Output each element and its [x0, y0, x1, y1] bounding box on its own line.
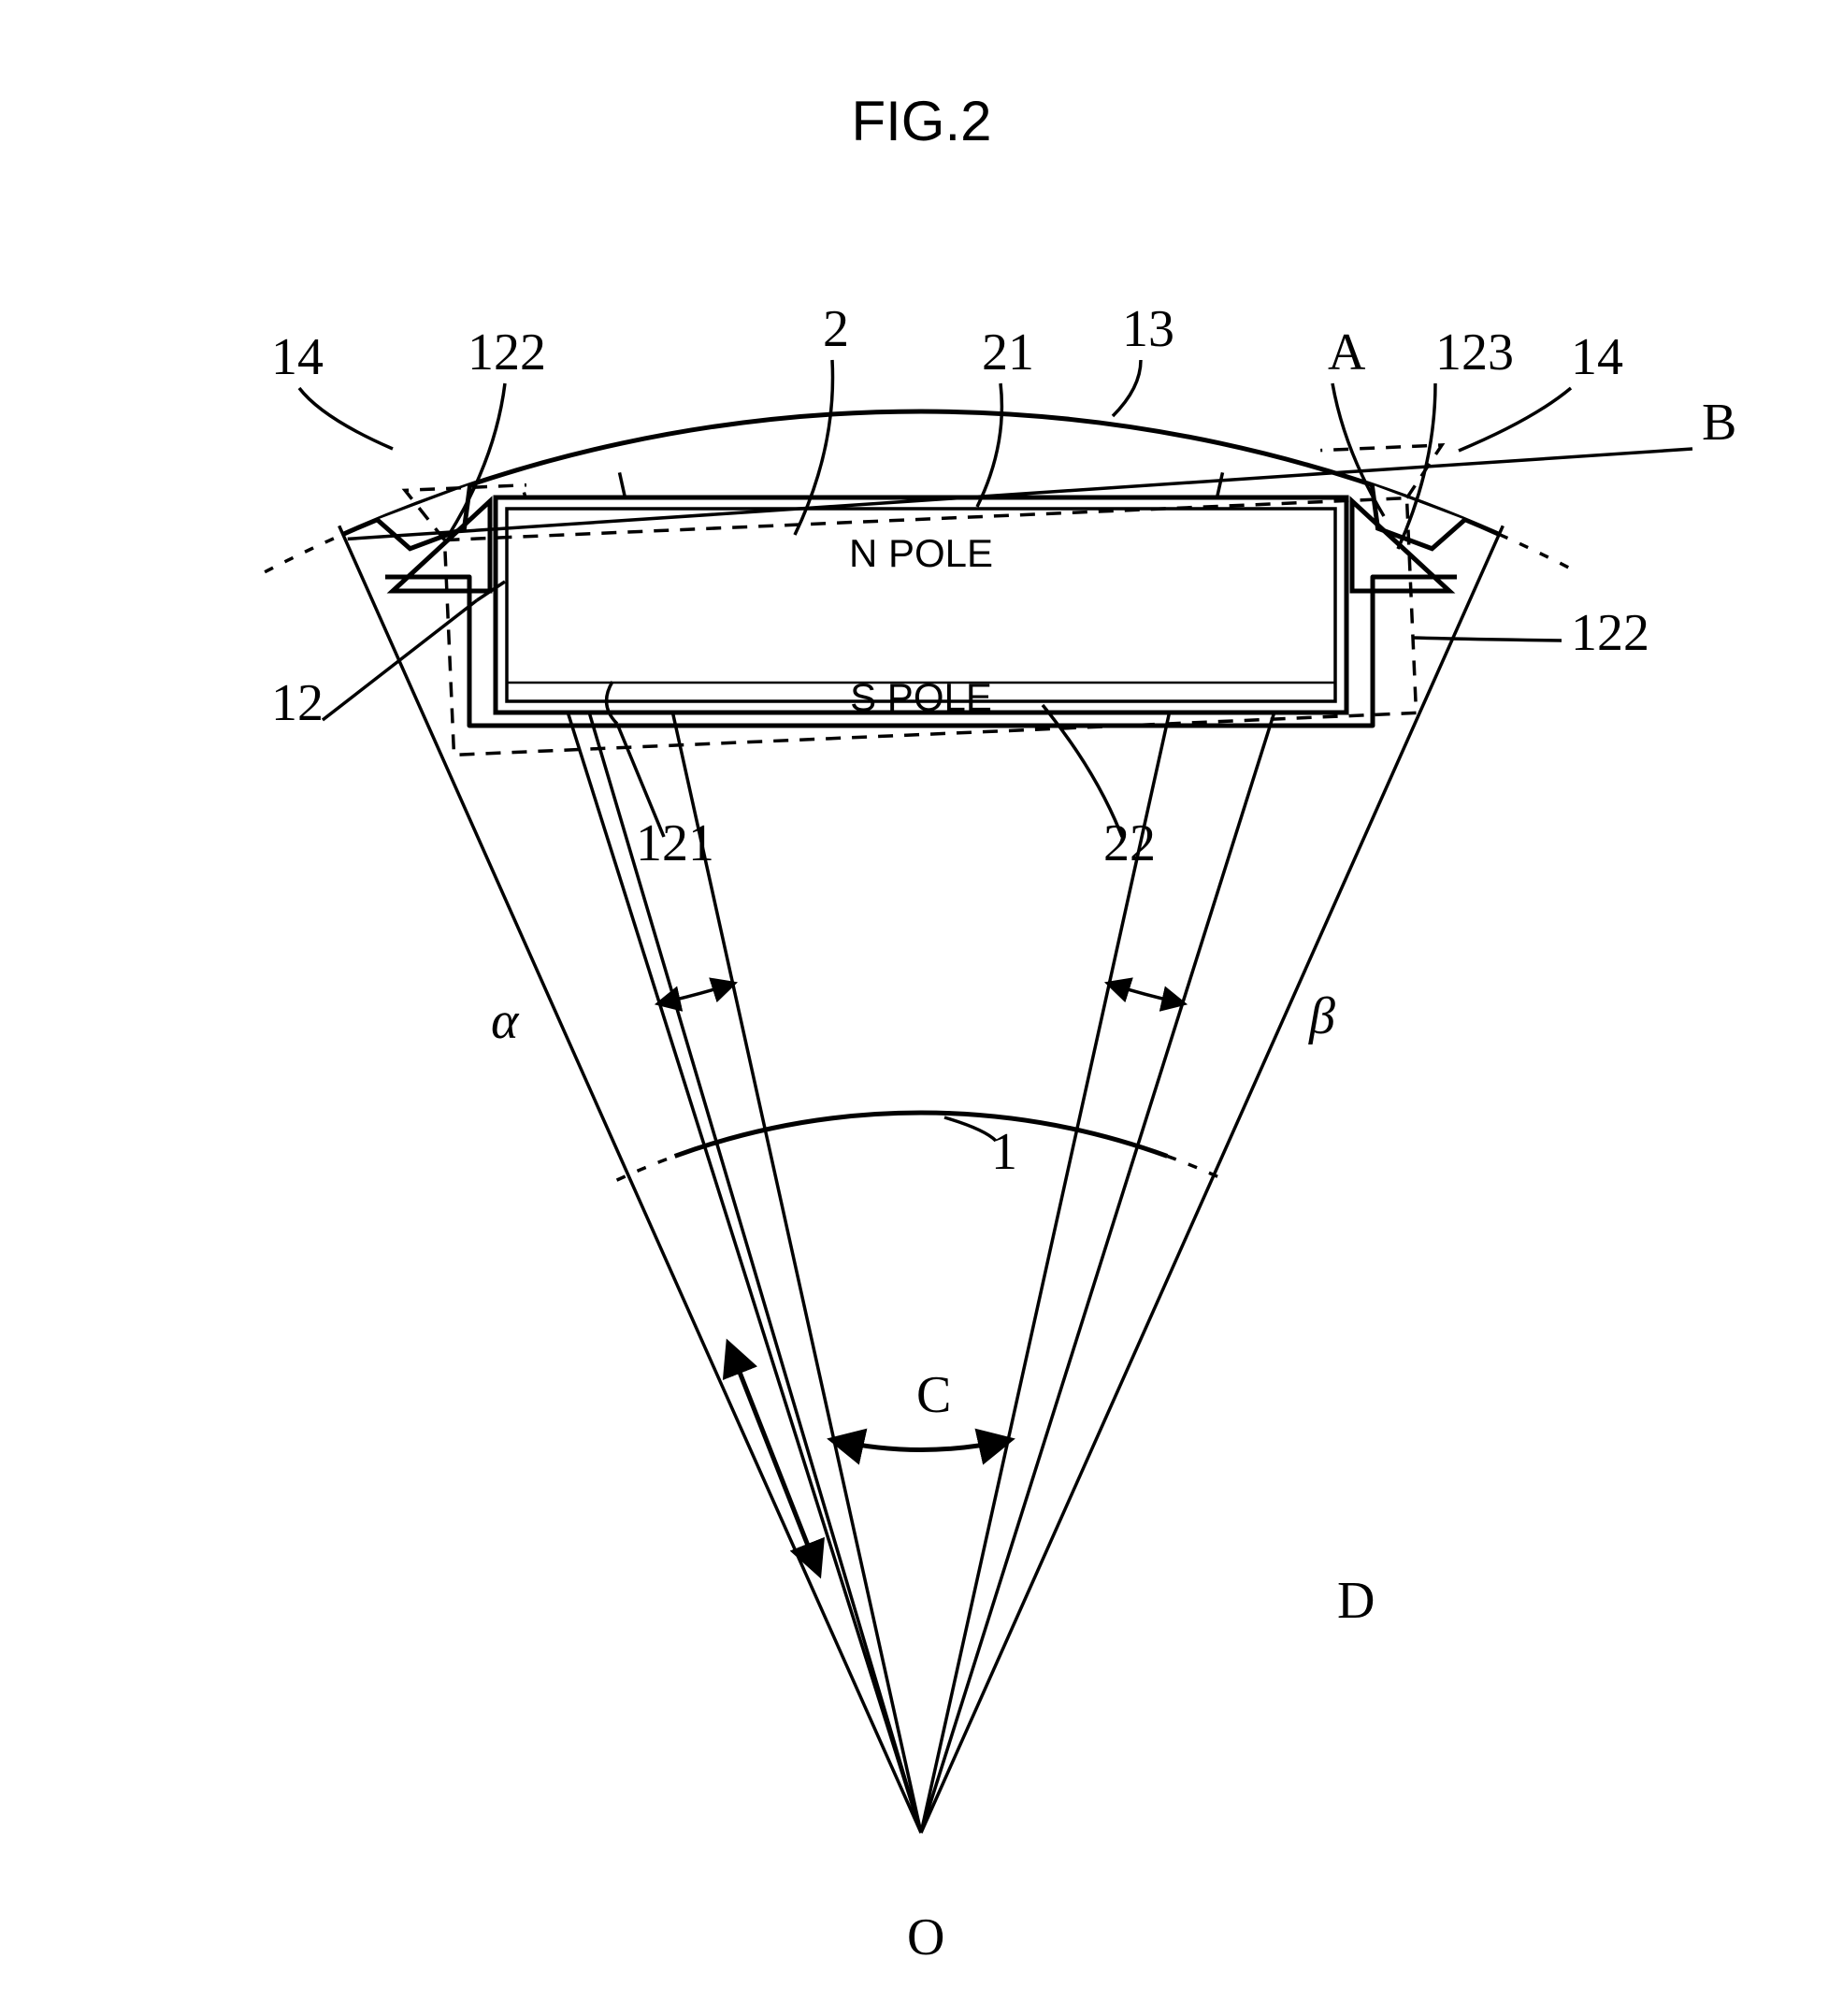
label-123: 123 [1435, 324, 1514, 382]
n-pole-label: N POLE [849, 531, 993, 575]
label-13: 13 [1122, 300, 1174, 358]
label-D: D [1337, 1572, 1375, 1630]
label-21: 21 [982, 324, 1034, 382]
label-C: C [916, 1366, 951, 1424]
label-12: 12 [271, 674, 324, 732]
label-B: B [1702, 394, 1736, 452]
inner-arc [675, 1113, 1168, 1156]
label-122: 122 [1571, 604, 1649, 662]
label-121: 121 [636, 814, 714, 872]
label-1: 1 [991, 1123, 1017, 1181]
label-14: 14 [271, 328, 324, 386]
label-A: A [1328, 324, 1366, 382]
geometry-group: N POLE S POLE [265, 360, 1692, 1833]
label-22: 22 [1103, 814, 1156, 872]
label-2: 2 [823, 300, 849, 358]
label-O: O [907, 1908, 944, 1966]
figure-diagram: FIG.2 N POLES POLE 1412222113A12314B1212… [0, 0, 1843, 2016]
figure-title: FIG.2 [851, 90, 991, 152]
label-β: β [1308, 987, 1335, 1045]
arrow-D [729, 1346, 818, 1572]
arc-C [834, 1440, 1008, 1449]
label-14: 14 [1571, 328, 1623, 386]
label-α: α [491, 992, 520, 1050]
label-122: 122 [468, 324, 546, 382]
s-pole-label: S POLE [850, 675, 992, 719]
